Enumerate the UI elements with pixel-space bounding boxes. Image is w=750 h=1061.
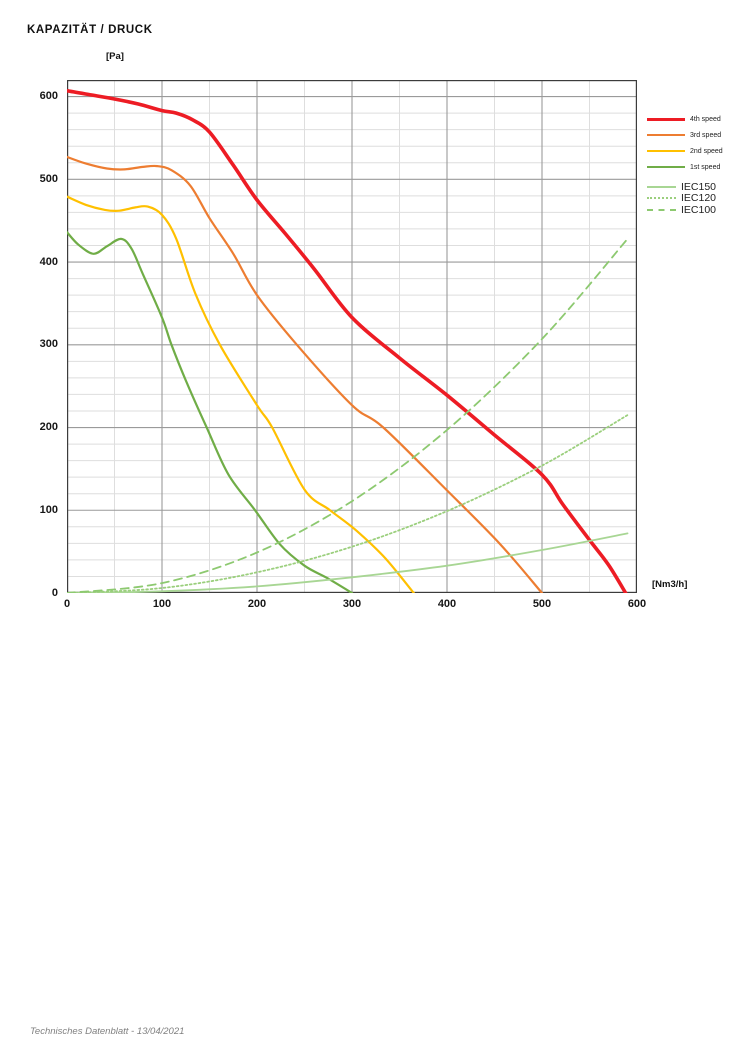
legend-item-3rd-speed: 3rd speed: [647, 128, 721, 142]
x-tick-label: 400: [437, 598, 457, 610]
legend: 4th speed 3rd speed 2nd speed 1st speed IEC1…: [647, 0, 747, 230]
plot-area: [67, 80, 637, 593]
y-tick-label: 600: [39, 90, 58, 103]
y-tick-label: 100: [39, 503, 58, 516]
legend-line-swatch: [647, 197, 676, 200]
y-tick-label: 400: [39, 255, 58, 268]
x-tick-label: 100: [152, 598, 172, 610]
series-2nd-speed: [67, 195, 415, 593]
capacity-pressure-chart: [67, 80, 637, 593]
legend-label: IEC120: [681, 192, 717, 205]
legend-line-swatch: [647, 166, 685, 168]
legend-item-2nd-speed: 2nd speed: [647, 144, 723, 158]
y-axis-unit-label: [Pa]: [106, 51, 124, 62]
y-tick-label: 0: [51, 586, 58, 599]
legend-line-swatch: [647, 150, 685, 152]
series-4th-speed: [67, 89, 628, 593]
legend-line-swatch: [647, 185, 676, 188]
legend-line-swatch: [647, 117, 685, 121]
x-axis-unit-label: [Nm3/h]: [652, 579, 688, 590]
legend-label: IEC150: [681, 180, 717, 193]
footer-text: Technisches Datenblatt - 13/04/2021: [30, 1026, 185, 1037]
series-iec150: [67, 532, 629, 593]
legend-label: IEC100: [681, 203, 717, 216]
series-iec120: [67, 414, 629, 593]
y-tick-label: 200: [39, 421, 58, 434]
legend-item-iec120: IEC120: [647, 192, 717, 205]
legend-label: 1st speed: [690, 163, 721, 171]
series-1st-speed: [67, 231, 354, 593]
legend-item-iec100: IEC100: [647, 203, 717, 216]
legend-item-4th-speed: 4th speed: [647, 112, 721, 126]
legend-label: 2nd speed: [690, 147, 723, 155]
x-tick-label: 500: [532, 598, 552, 610]
legend-item-1st-speed: 1st speed: [647, 160, 720, 174]
y-tick-label: 300: [39, 338, 58, 351]
series-3rd-speed: [67, 155, 544, 593]
series-iec100: [67, 238, 629, 593]
legend-label: 4th speed: [690, 115, 721, 123]
x-tick-label: 300: [342, 598, 362, 610]
legend-label: 3rd speed: [690, 131, 722, 139]
chart-title: KAPAZITÄT / DRUCK: [27, 24, 153, 36]
legend-item-iec150: IEC150: [647, 180, 717, 193]
legend-line-swatch: [647, 134, 685, 136]
x-tick-label: 200: [247, 598, 267, 610]
x-tick-label: 0: [63, 598, 71, 610]
y-tick-label: 500: [39, 172, 58, 185]
x-tick-label: 600: [627, 598, 647, 610]
curves-group: [67, 89, 629, 593]
legend-line-swatch: [647, 208, 676, 211]
